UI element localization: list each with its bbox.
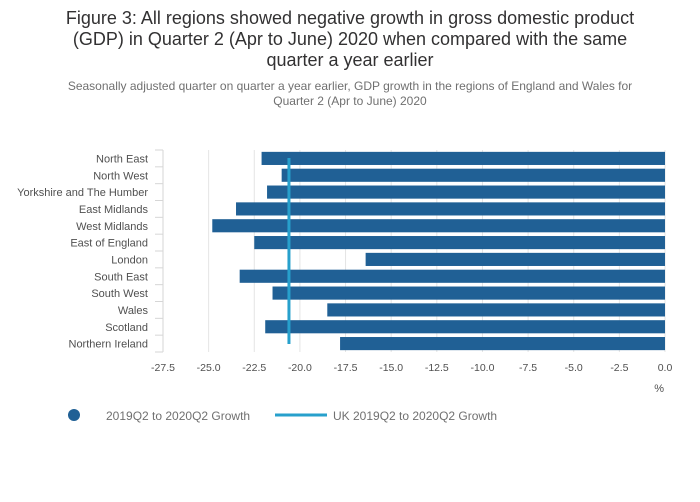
category-label: Wales: [118, 305, 149, 317]
category-label: Northern Ireland: [69, 339, 149, 351]
x-tick-label: -15.0: [379, 362, 403, 374]
legend: 2019Q2 to 2020Q2 Growth UK 2019Q2 to 202…: [68, 409, 497, 423]
x-axis-unit: %: [654, 383, 664, 395]
bar[interactable]: [281, 168, 665, 182]
category-labels: North East North West Yorkshire and The Hu…: [17, 153, 148, 350]
category-label: London: [111, 254, 148, 266]
category-label: East of England: [70, 238, 148, 250]
x-tick-label: -22.5: [242, 362, 266, 374]
x-tick-label: -7.5: [519, 362, 537, 374]
bar[interactable]: [327, 303, 665, 317]
x-tick-label: -12.5: [425, 362, 449, 374]
category-label: East Midlands: [79, 204, 149, 216]
x-tick-label: -20.0: [288, 362, 312, 374]
x-tick-label: -25.0: [197, 362, 221, 374]
legend-bar-label[interactable]: 2019Q2 to 2020Q2 Growth: [106, 409, 250, 423]
category-label: North West: [93, 170, 148, 182]
x-tick-label: -10.0: [470, 362, 494, 374]
x-tick-label: -5.0: [565, 362, 583, 374]
category-label: South West: [91, 288, 148, 300]
category-label: Yorkshire and The Humber: [17, 187, 148, 199]
bar[interactable]: [236, 202, 665, 216]
bars: [212, 151, 666, 351]
x-tick-label: -27.5: [151, 362, 175, 374]
category-label: Scotland: [105, 322, 148, 334]
bar[interactable]: [265, 320, 665, 334]
bar[interactable]: [261, 151, 665, 165]
legend-reference-label[interactable]: UK 2019Q2 to 2020Q2 Growth: [333, 409, 497, 423]
bar[interactable]: [340, 337, 665, 351]
category-label: West Midlands: [76, 221, 148, 233]
bar[interactable]: [267, 185, 665, 199]
bar[interactable]: [272, 286, 665, 300]
x-tick-labels: -27.5 -25.0 -22.5 -20.0 -17.5 -15.0 -12.5 -10.0…: [151, 362, 672, 374]
category-label: South East: [94, 271, 148, 283]
bar[interactable]: [212, 219, 665, 233]
chart-title-line-1: Figure 3: All regions showed negative gr…: [66, 8, 634, 28]
x-tick-label: -2.5: [610, 362, 628, 374]
chart-subtitle-line-2: Quarter 2 (Apr to June) 2020: [273, 94, 427, 108]
chart-subtitle-line-1: Seasonally adjusted quarter on quarter a…: [68, 79, 632, 93]
bar[interactable]: [254, 236, 666, 250]
category-label: North East: [96, 153, 148, 165]
bar[interactable]: [239, 269, 665, 283]
x-tick-label: -17.5: [334, 362, 358, 374]
chart-title-line-2: (GDP) in Quarter 2 (Apr to June) 2020 wh…: [73, 29, 627, 49]
x-tick-label: 0.0: [658, 362, 673, 374]
chart-title-line-3: quarter a year earlier: [266, 50, 433, 70]
grid-lines: [155, 149, 666, 353]
bar[interactable]: [365, 252, 665, 266]
legend-bar-marker[interactable]: [68, 409, 80, 421]
